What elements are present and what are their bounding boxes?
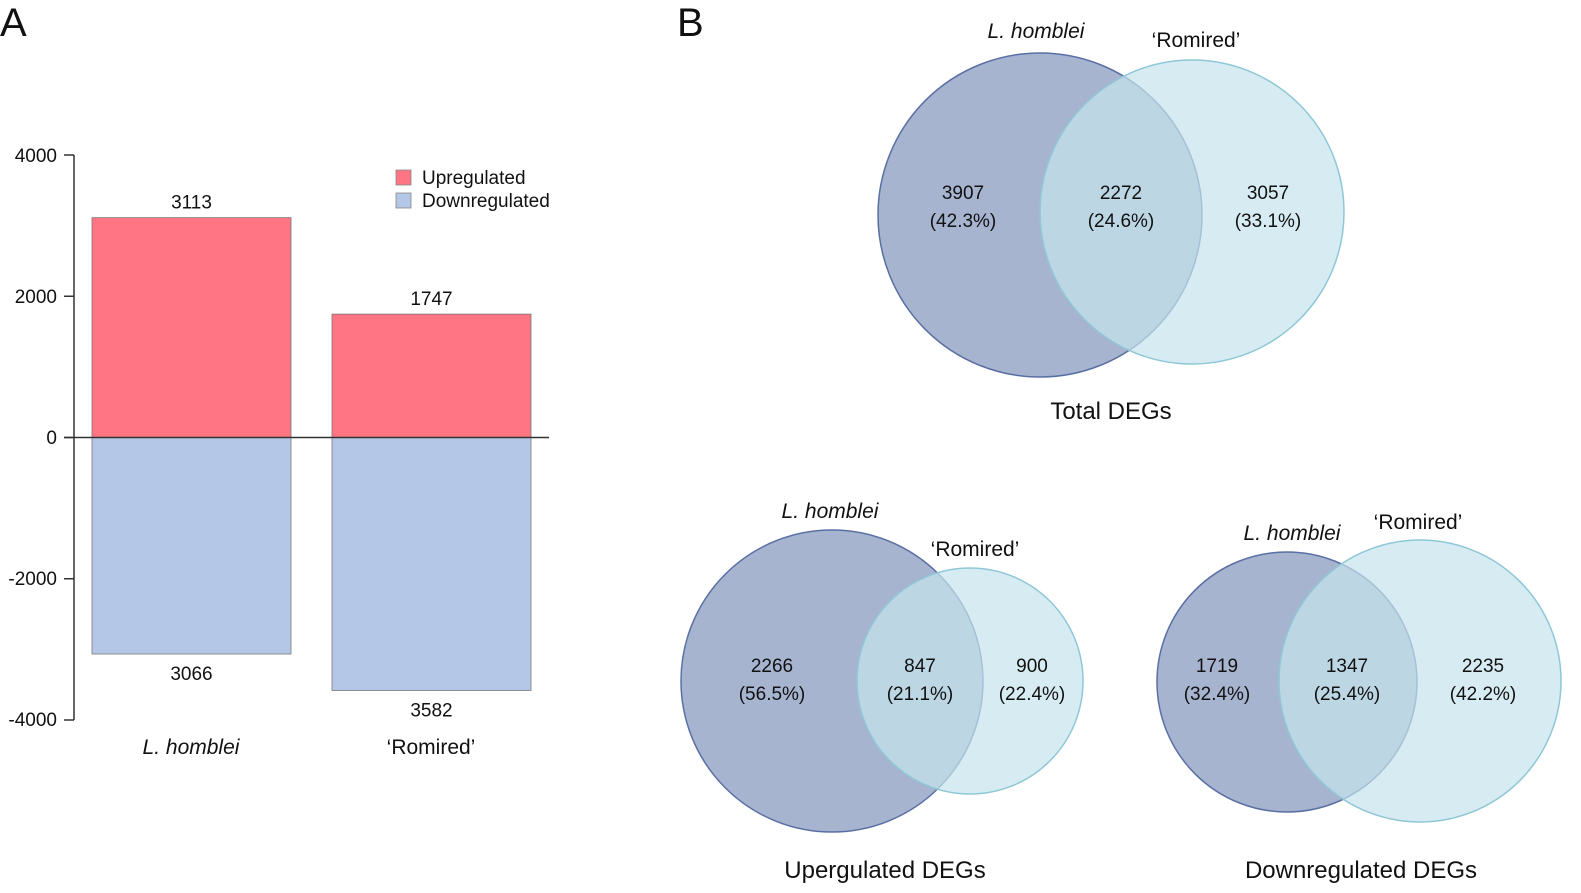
y-tick-label: 4000 <box>15 146 57 167</box>
bar-upregulated-romired <box>331 313 532 438</box>
venn-overlap-pct: (21.1%) <box>887 684 954 705</box>
bar-upregulated-l-homblei <box>91 217 292 438</box>
venn-set-label: ‘Romired’ <box>931 538 1020 561</box>
bar-downregulated-l-homblei <box>91 437 292 655</box>
venn-left-pct: (56.5%) <box>739 684 806 705</box>
venn-left-pct: (32.4%) <box>1184 684 1251 705</box>
venn-set-label: L. homblei <box>988 20 1086 43</box>
venn-caption: Total DEGs <box>1050 398 1171 425</box>
venn-caption: Upergulated DEGs <box>784 857 985 884</box>
data-label-up: 1747 <box>410 289 452 310</box>
data-label-down: 3582 <box>410 700 452 721</box>
venn-set-label: L. homblei <box>1244 522 1342 545</box>
venn-set-label: ‘Romired’ <box>1152 29 1241 52</box>
venn-right-count: 3057 <box>1247 183 1289 204</box>
x-category-label: L. homblei <box>143 736 241 759</box>
data-label-down: 3066 <box>170 664 212 685</box>
venn-right-pct: (33.1%) <box>1235 211 1302 232</box>
y-tick-label: -2000 <box>8 569 57 590</box>
venn-overlap-count: 1347 <box>1326 656 1368 677</box>
legend-label: Upregulated <box>422 168 526 189</box>
data-label-up: 3113 <box>171 193 212 214</box>
venn-right-count: 2235 <box>1462 656 1504 677</box>
venn-circle-romired <box>856 567 1084 795</box>
legend: Upregulated Downregulated <box>395 168 550 212</box>
venn-circle-romired <box>1039 59 1345 365</box>
venn-set-label: L. homblei <box>782 500 880 523</box>
x-category-label: ‘Romired’ <box>387 736 476 759</box>
venn-caption: Downregulated DEGs <box>1245 857 1477 884</box>
legend-swatch-upregulated <box>395 169 412 186</box>
y-tick-label: 2000 <box>15 287 57 308</box>
venn-overlap-count: 847 <box>904 656 936 677</box>
bar-downregulated-romired <box>331 437 532 691</box>
y-tick-label: -4000 <box>8 710 57 731</box>
venn-right-count: 900 <box>1016 656 1048 677</box>
venn-downregulated-degs: L. homblei ‘Romired’ 1719 (32.4%) 1347 (… <box>1156 511 1562 884</box>
legend-label: Downregulated <box>422 191 550 212</box>
venn-left-count: 3907 <box>942 183 984 204</box>
venn-right-pct: (42.2%) <box>1450 684 1517 705</box>
venn-total-degs: L. homblei ‘Romired’ 3907 (42.3%) 2272 (… <box>877 20 1345 425</box>
venn-overlap-pct: (24.6%) <box>1088 211 1155 232</box>
y-tick-labels: 4000 2000 0 -2000 -4000 <box>8 146 57 731</box>
venn-overlap-pct: (25.4%) <box>1314 684 1381 705</box>
bar-chart: 4000 2000 0 -2000 -4000 3113 1747 3066 3… <box>8 146 549 759</box>
panel-b-letter: B <box>677 1 704 45</box>
venn-left-pct: (42.3%) <box>930 211 997 232</box>
venn-left-count: 1719 <box>1196 656 1238 677</box>
legend-swatch-downregulated <box>395 192 412 209</box>
venn-right-pct: (22.4%) <box>999 684 1066 705</box>
panel-a-letter: A <box>0 1 27 45</box>
venn-set-label: ‘Romired’ <box>1374 511 1463 534</box>
venn-upregulated-degs: L. homblei ‘Romired’ 2266 (56.5%) 847 (2… <box>680 500 1084 884</box>
venn-circle-romired <box>1278 539 1562 823</box>
venn-overlap-count: 2272 <box>1100 183 1142 204</box>
venn-left-count: 2266 <box>751 656 793 677</box>
y-tick-label: 0 <box>46 428 57 449</box>
